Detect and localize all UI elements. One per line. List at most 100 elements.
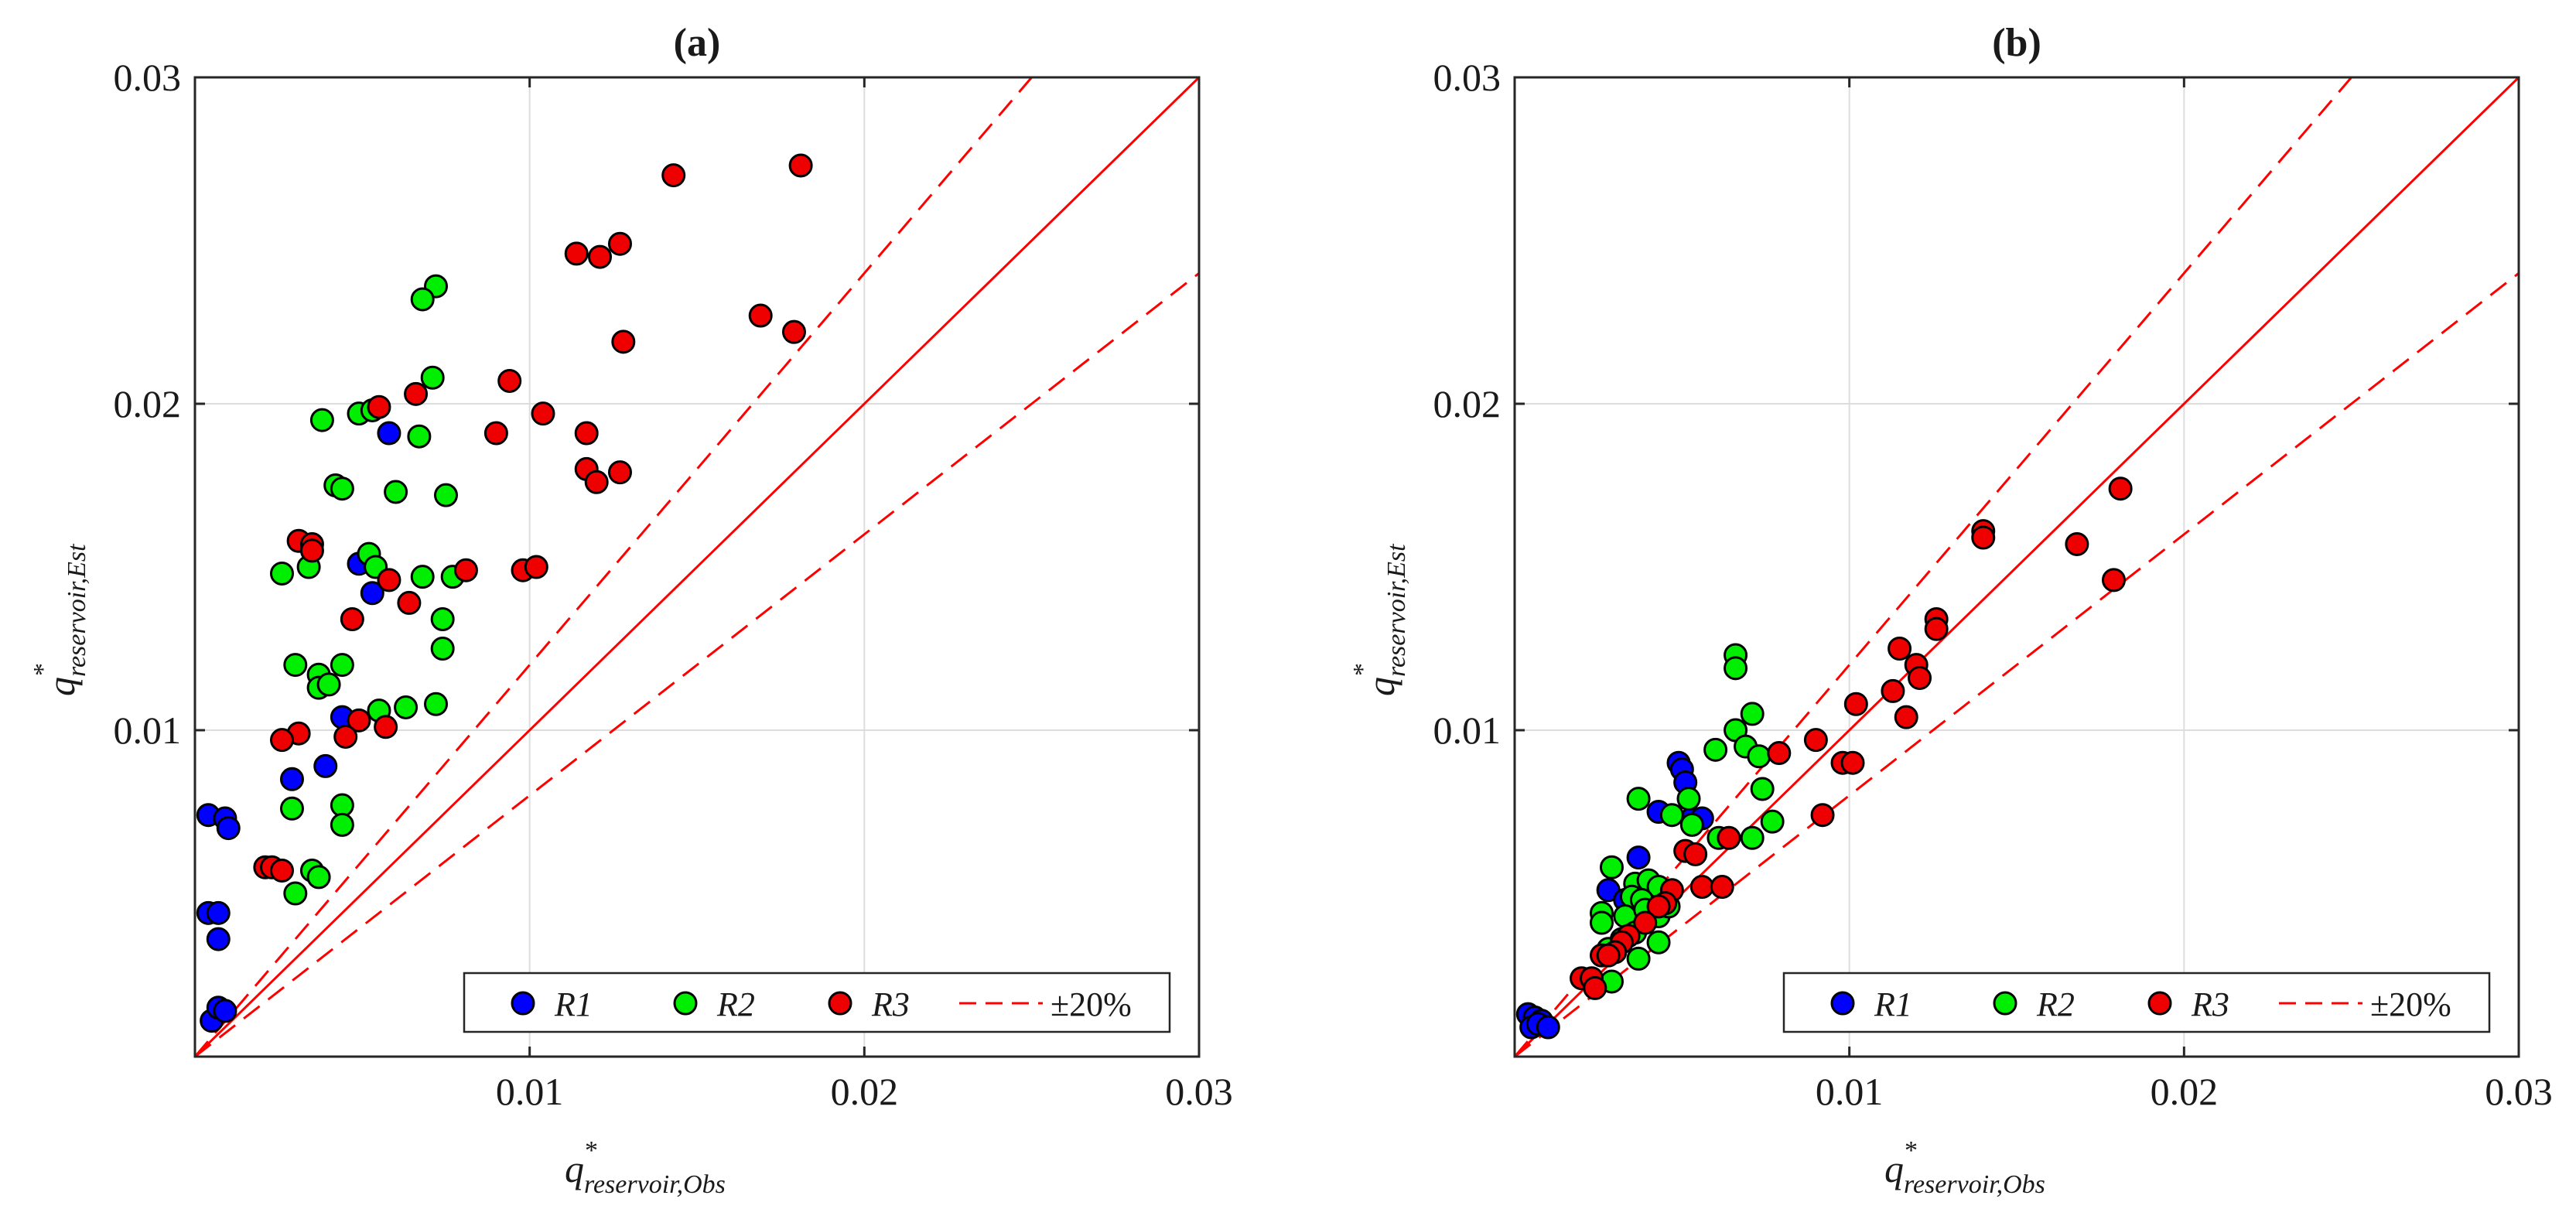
legend-marker-r1	[1830, 991, 1855, 1016]
ticks	[1515, 76, 2520, 1057]
point-r3	[1803, 728, 1828, 753]
point-r1	[313, 753, 338, 778]
x-tick-label: 0.01	[496, 1070, 564, 1113]
x-tick-label: 0.01	[1816, 1070, 1884, 1113]
legend-marker-r1	[511, 991, 535, 1016]
point-r3	[453, 558, 478, 582]
y-tick-label: 0.03	[1433, 56, 1502, 99]
point-r2	[306, 865, 331, 890]
point-r3	[607, 231, 632, 256]
point-r3	[1908, 665, 1932, 690]
legend-label-r3: R3	[2191, 985, 2229, 1023]
point-r2	[1747, 744, 1771, 769]
point-r3	[2101, 568, 2126, 593]
point-r1	[279, 767, 304, 791]
panel-b: (b) 0.01 0.02 0.03 0.01 0.02 0.03 qreser…	[1348, 21, 2553, 1199]
point-r3	[564, 241, 589, 266]
point-r2	[269, 561, 294, 586]
point-r1	[206, 900, 231, 925]
point-r2	[1589, 910, 1614, 935]
axes-box	[193, 76, 1201, 1058]
point-r3	[2065, 531, 2089, 556]
point-r3	[531, 401, 555, 426]
legend-marker-r3	[828, 991, 852, 1016]
point-r3	[781, 319, 806, 344]
point-r2	[1646, 930, 1671, 955]
point-r2	[434, 483, 458, 507]
x-tick-label: 0.02	[831, 1070, 899, 1113]
point-r2	[309, 408, 334, 432]
chart-title: (a)	[674, 21, 721, 65]
point-r3	[404, 381, 429, 406]
point-r3	[1646, 894, 1671, 919]
point-r3	[1894, 705, 1918, 729]
point-r2	[424, 692, 449, 716]
point-r3	[1767, 741, 1792, 766]
legend: R1 R2 R3 ±20%	[1782, 972, 2491, 1033]
point-r3	[607, 460, 632, 485]
y-tick-label: 0.02	[114, 382, 182, 425]
axes-box	[1513, 76, 2520, 1058]
point-r3	[1840, 750, 1865, 775]
point-r2	[430, 637, 455, 661]
point-r3	[397, 590, 422, 615]
point-r3	[377, 568, 401, 593]
reference-line-1to1	[195, 77, 1199, 1057]
point-r2	[1626, 787, 1651, 811]
point-r2	[283, 653, 308, 678]
point-r3	[269, 858, 294, 883]
chart-title: (b)	[1992, 21, 2041, 65]
legend-label-20pct: ±20%	[2370, 985, 2451, 1023]
point-r3	[1583, 975, 1607, 1000]
point-r3	[788, 153, 813, 178]
y-tick-label: 0.01	[114, 709, 182, 752]
x-tick-label: 0.02	[2151, 1070, 2219, 1113]
point-r3	[748, 303, 773, 328]
legend-label-r3: R3	[871, 985, 910, 1023]
point-r3	[661, 163, 686, 188]
point-r2	[420, 365, 445, 390]
point-r3	[611, 330, 636, 354]
point-r2	[1676, 787, 1701, 811]
legend-label-20pct: ±20%	[1051, 985, 1132, 1023]
point-r3	[1689, 875, 1714, 900]
point-r2	[316, 672, 341, 697]
point-r3	[269, 728, 294, 753]
point-r1	[1626, 845, 1651, 870]
point-r3	[588, 244, 613, 269]
y-axis-label: qreservoir,Est*	[29, 543, 91, 696]
point-r3	[1888, 637, 1912, 661]
point-r3	[1810, 803, 1835, 828]
legend-marker-r2	[1993, 991, 2017, 1016]
point-r3	[347, 708, 371, 733]
point-r2	[384, 480, 408, 504]
panel-a: (a) 0.01 0.02 0.03 0.01 0.02 0.03 qreser…	[29, 21, 1233, 1199]
x-axis-label: qreservoir,Obs*	[1884, 1136, 2045, 1199]
legend-marker-r3	[2147, 991, 2172, 1016]
point-r2	[407, 424, 432, 449]
x-tick-label: 0.03	[2485, 1070, 2553, 1113]
legend-label-r2: R2	[2036, 985, 2075, 1023]
point-r3	[1683, 842, 1708, 866]
point-r3	[483, 421, 508, 446]
point-r1	[360, 581, 384, 606]
point-r3	[333, 724, 358, 749]
x-tick-label: 0.03	[1165, 1070, 1233, 1113]
legend-label-r2: R2	[716, 985, 755, 1023]
point-r1	[1536, 1015, 1560, 1040]
point-r3	[374, 715, 398, 739]
legend-box	[463, 972, 1171, 1033]
reference-line-20pct	[195, 272, 1199, 1057]
point-r2	[1679, 812, 1704, 837]
point-r2	[1750, 777, 1775, 801]
point-r2	[330, 653, 354, 678]
point-r3	[1843, 692, 1868, 716]
data-points	[1515, 476, 2133, 1040]
y-tick-label: 0.02	[1433, 382, 1502, 425]
point-r2	[1740, 825, 1765, 850]
point-r2	[1760, 809, 1785, 834]
point-r3	[1717, 825, 1741, 850]
y-tick-label: 0.03	[114, 56, 182, 99]
point-r2	[330, 812, 354, 837]
